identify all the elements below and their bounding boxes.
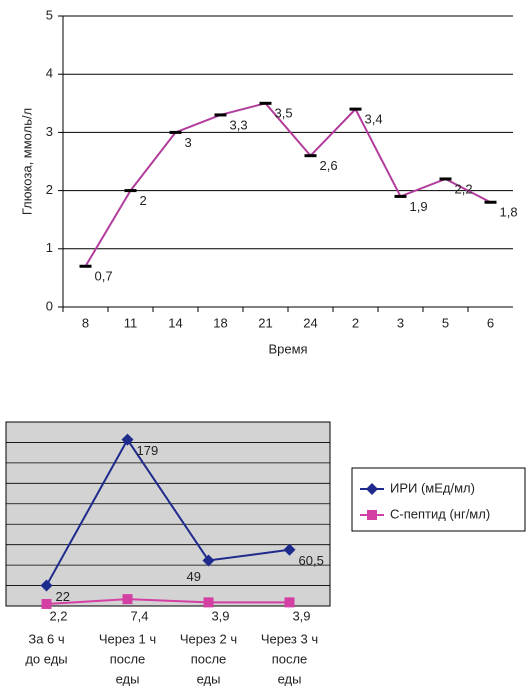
legend-box xyxy=(351,467,526,532)
y-axis-label: Глюкоза, ммоль/л xyxy=(19,108,34,215)
data-label: 3,9 xyxy=(211,608,229,623)
data-label: 179 xyxy=(137,443,159,458)
x-tick-label: 3 xyxy=(397,315,404,330)
y-tick-label: 2 xyxy=(46,182,53,197)
data-label: 3,9 xyxy=(292,608,310,623)
x-tick-label: 2 xyxy=(352,315,359,330)
x-tick-label: еды xyxy=(278,671,302,686)
x-tick-label: 6 xyxy=(487,315,494,330)
data-marker xyxy=(40,579,53,592)
data-label: 3 xyxy=(185,135,192,150)
data-label: 60,5 xyxy=(299,553,324,568)
data-label: 2,6 xyxy=(320,158,338,173)
data-label: 2,2 xyxy=(455,181,473,196)
y-tick-label: 0 xyxy=(46,298,53,313)
series-line xyxy=(45,437,290,587)
x-tick-label: до еды xyxy=(25,651,67,666)
x-tick-label: после xyxy=(110,651,146,666)
x-tick-label: За 6 ч xyxy=(28,631,64,646)
x-tick-label: 11 xyxy=(124,315,138,330)
data-marker xyxy=(366,483,378,495)
x-tick-label: 21 xyxy=(258,315,272,330)
data-marker xyxy=(121,433,134,446)
x-tick-label: Через 2 ч xyxy=(180,631,237,646)
x-axis-label: Время xyxy=(268,341,307,356)
y-tick-label: 1 xyxy=(46,240,53,255)
x-tick-label: еды xyxy=(116,671,140,686)
y-tick-label: 4 xyxy=(46,66,53,81)
x-tick-label: 14 xyxy=(168,315,182,330)
y-tick-label: 3 xyxy=(46,124,53,139)
plot-area xyxy=(5,421,331,607)
data-marker xyxy=(202,554,215,567)
legend-label: ИРИ (мЕд/мл) xyxy=(390,480,475,495)
x-tick-label: после xyxy=(191,651,227,666)
data-marker xyxy=(283,543,296,556)
data-label: 1,8 xyxy=(500,205,518,220)
series-line xyxy=(84,102,491,267)
data-label: 22 xyxy=(56,589,70,604)
y-tick-label: 5 xyxy=(46,7,53,22)
data-label: 7,4 xyxy=(130,608,148,623)
x-tick-label: после xyxy=(272,651,308,666)
data-marker xyxy=(41,598,52,609)
x-tick-label: еды xyxy=(197,671,221,686)
legend-label: С-пептид (нг/мл) xyxy=(390,506,490,521)
data-label: 1,9 xyxy=(410,199,428,214)
data-marker xyxy=(284,597,295,608)
data-label: 49 xyxy=(187,569,201,584)
data-marker xyxy=(203,597,214,608)
x-tick-label: 24 xyxy=(303,315,317,330)
x-tick-label: 18 xyxy=(213,315,227,330)
data-label: 3,4 xyxy=(365,112,383,127)
data-marker xyxy=(367,510,377,520)
data-label: 0,7 xyxy=(95,269,113,284)
data-label: 3,3 xyxy=(230,117,248,132)
series-line xyxy=(46,598,290,605)
x-tick-label: 8 xyxy=(82,315,89,330)
x-tick-label: Через 1 ч xyxy=(99,631,156,646)
data-marker xyxy=(122,594,133,605)
x-tick-label: 5 xyxy=(442,315,449,330)
data-label: 3,5 xyxy=(275,106,293,121)
data-label: 2,2 xyxy=(49,608,67,623)
x-tick-label: Через 3 ч xyxy=(261,631,318,646)
data-label: 2 xyxy=(140,193,147,208)
